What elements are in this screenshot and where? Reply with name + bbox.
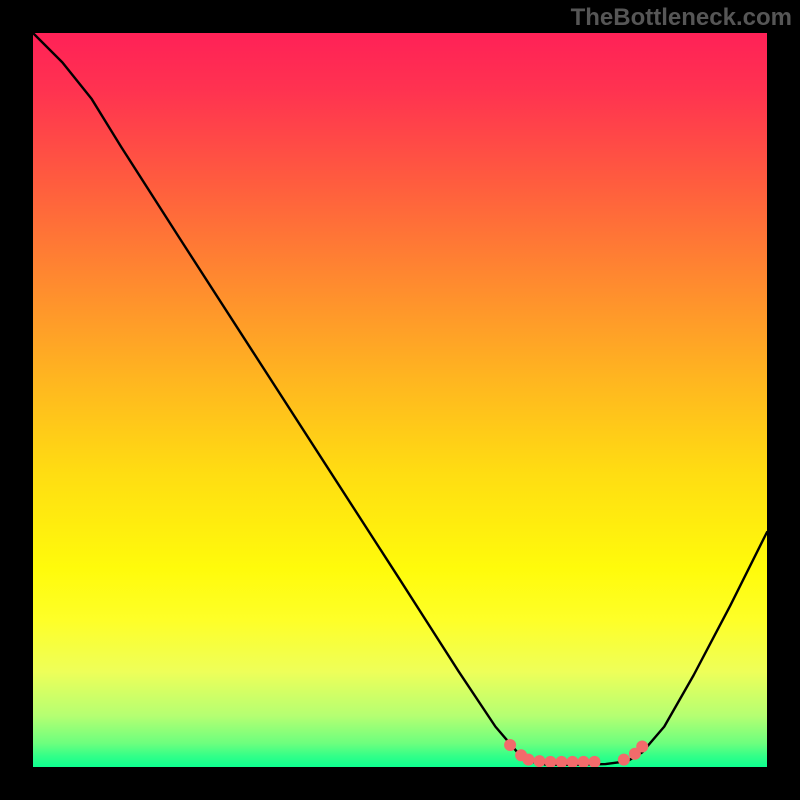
marker-point [504, 739, 516, 751]
marker-point [618, 754, 630, 766]
chart-background [33, 33, 767, 767]
marker-point [533, 755, 545, 767]
chart-plot-area [33, 33, 767, 767]
marker-point [522, 754, 534, 766]
watermark-text: TheBottleneck.com [571, 4, 792, 32]
marker-point [636, 740, 648, 752]
chart-svg [33, 33, 767, 767]
